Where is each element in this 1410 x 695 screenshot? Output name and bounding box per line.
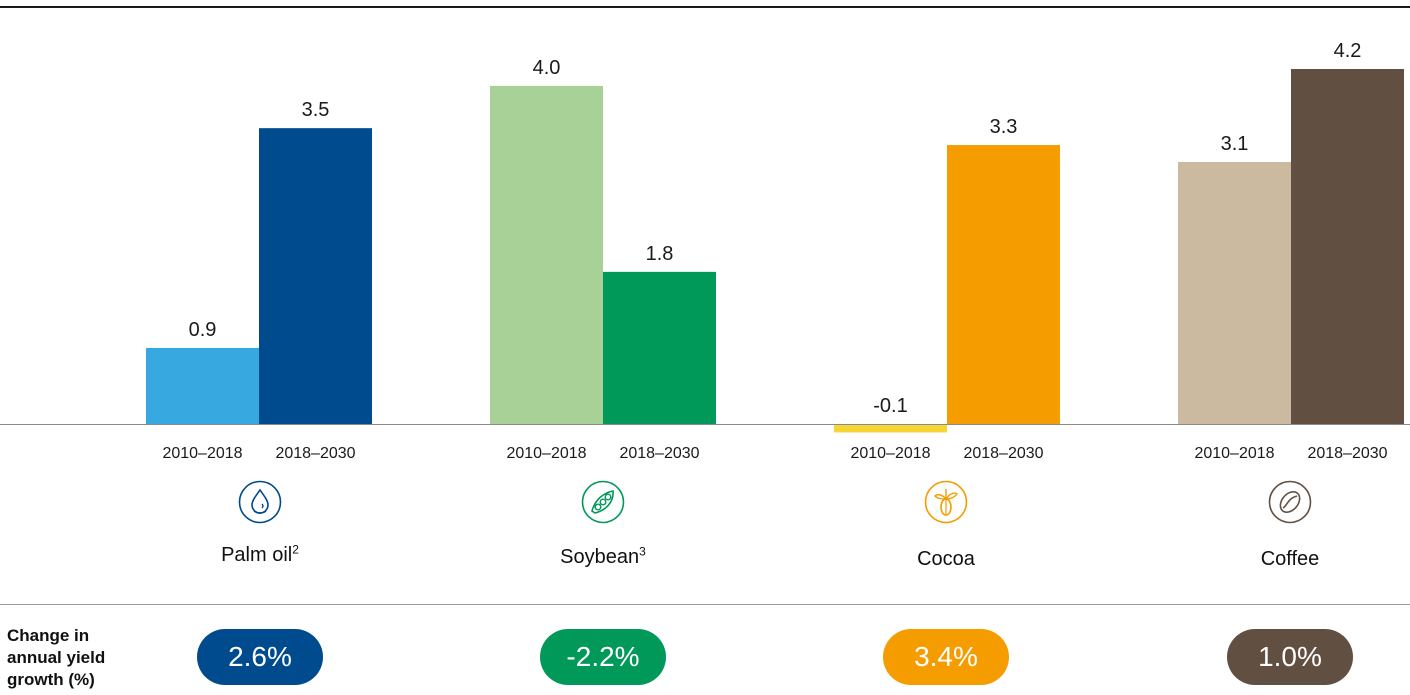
value-label: -0.1 <box>873 395 907 417</box>
value-label: 0.9 <box>189 319 217 341</box>
category-label: Cocoa <box>917 548 975 570</box>
bar-soybean-1 <box>490 85 603 425</box>
yield-change-badge: 2.6% <box>197 629 323 685</box>
bar-coffee-2 <box>1291 69 1404 424</box>
bar-soybean-2 <box>603 271 716 424</box>
period-tick-label: 2018–2030 <box>963 445 1043 462</box>
bar-cocoa-1 <box>834 424 947 433</box>
period-tick-label: 2018–2030 <box>619 445 699 462</box>
period-tick-label: 2010–2018 <box>1194 445 1274 462</box>
value-label: 3.1 <box>1221 133 1249 155</box>
bar-coffee-1 <box>1178 161 1291 424</box>
value-label: 1.8 <box>646 243 674 265</box>
bars-layer <box>146 69 1404 433</box>
period-tick-label: 2018–2030 <box>275 445 355 462</box>
yield-change-badge: 1.0% <box>1227 629 1353 685</box>
value-label: 4.2 <box>1334 40 1362 62</box>
bar-chart: 0.9 2010–2018 3.5 2018–2030 4.0 2010–2018 1.8 2… <box>0 40 1410 462</box>
yield-change-badge: 3.4% <box>883 629 1009 685</box>
change-row-label: Change in annual yield growth (%) <box>7 626 106 689</box>
yield-change-badge: -2.2% <box>540 629 666 685</box>
cocoa-pod-icon <box>924 480 968 524</box>
bar-cocoa-2 <box>947 145 1060 425</box>
top-rule <box>0 6 1410 8</box>
labels-layer: 0.9 2010–2018 3.5 2018–2030 4.0 2010–2018 1.8 2… <box>162 40 1387 462</box>
palm-oil-drop-icon <box>238 480 282 524</box>
value-label: 4.0 <box>533 57 561 79</box>
coffee-bean-icon <box>1268 480 1312 524</box>
bar-palm-oil-1 <box>146 347 259 424</box>
bar-palm-oil-2 <box>259 128 372 424</box>
period-tick-label: 2010–2018 <box>162 445 242 462</box>
category-label: Soybean3 <box>560 544 646 568</box>
value-label: 3.5 <box>302 99 330 121</box>
period-tick-label: 2010–2018 <box>506 445 586 462</box>
period-tick-label: 2018–2030 <box>1307 445 1387 462</box>
category-label: Palm oil2 <box>221 542 299 566</box>
value-label: 3.3 <box>990 116 1018 138</box>
category-label: Coffee <box>1260 548 1320 570</box>
soybean-pod-icon <box>581 480 625 524</box>
section-divider <box>0 604 1410 605</box>
period-tick-label: 2010–2018 <box>850 445 930 462</box>
